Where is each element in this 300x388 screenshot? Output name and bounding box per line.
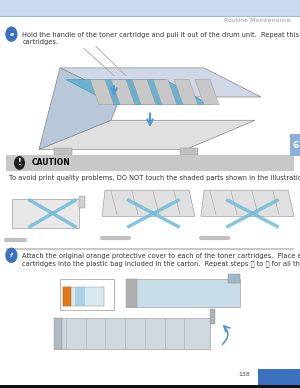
Polygon shape (60, 68, 261, 97)
Text: Routine Maintenance: Routine Maintenance (224, 18, 291, 23)
Bar (126, 279, 136, 307)
Polygon shape (39, 120, 255, 149)
Bar (54, 148, 72, 155)
Polygon shape (201, 190, 294, 217)
Polygon shape (102, 190, 195, 217)
Bar (6, 155, 294, 171)
Circle shape (6, 248, 17, 262)
Circle shape (6, 27, 17, 41)
Text: !: ! (18, 158, 21, 168)
Polygon shape (153, 80, 177, 105)
Bar (63, 287, 104, 306)
Polygon shape (39, 68, 120, 149)
Text: Hold the handle of the toner cartridge and pull it out of the drum unit.  Repeat: Hold the handle of the toner cartridge a… (22, 32, 300, 45)
Bar (210, 309, 215, 324)
Bar (54, 318, 62, 349)
Bar (63, 287, 71, 306)
Bar (180, 148, 198, 155)
Polygon shape (66, 80, 210, 105)
Bar (6, 248, 294, 250)
Circle shape (15, 157, 24, 169)
Bar (0, 385, 300, 388)
Polygon shape (174, 80, 198, 105)
Bar (228, 274, 240, 283)
Text: e: e (9, 32, 14, 36)
Text: 138: 138 (238, 372, 250, 377)
Polygon shape (195, 80, 219, 105)
Bar (290, 134, 300, 156)
Bar (54, 318, 210, 349)
Bar (12, 199, 80, 228)
Bar (258, 369, 300, 388)
Text: 6: 6 (292, 140, 298, 150)
Polygon shape (90, 80, 114, 105)
Bar (60, 279, 114, 310)
Polygon shape (111, 80, 135, 105)
Polygon shape (132, 80, 156, 105)
Text: To avoid print quality problems, DO NOT touch the shaded parts shown in the illu: To avoid print quality problems, DO NOT … (9, 175, 300, 181)
Text: Attach the original orange protective cover to each of the toner cartridges.  Pl: Attach the original orange protective co… (22, 253, 300, 267)
Bar (75, 287, 85, 306)
Text: CAUTION: CAUTION (32, 158, 70, 168)
Bar (80, 196, 85, 208)
Text: f: f (10, 253, 13, 258)
Bar (0, 0, 300, 16)
Bar (126, 279, 240, 307)
